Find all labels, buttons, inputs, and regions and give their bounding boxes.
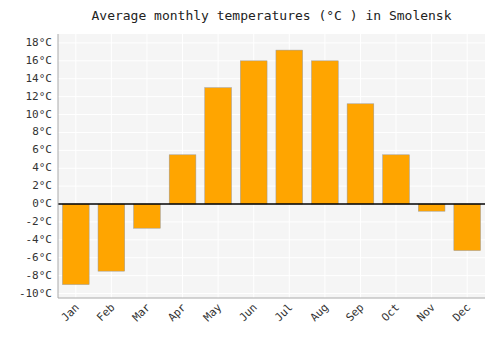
x-tick-label: Jul	[272, 301, 295, 324]
y-tick-label: 16°C	[26, 54, 53, 67]
chart-title: Average monthly temperatures (°C ) in Sm…	[91, 8, 451, 23]
y-grid-line	[58, 96, 485, 97]
zero-line	[58, 203, 485, 205]
axes: -10°C -8°C -6°C -4°C -2°C 0°C 2°C 4°C 6°C 8°C 10°C…	[19, 36, 473, 324]
y-tick-label: 10°C	[26, 108, 53, 121]
y-tick-label: -8°C	[26, 269, 53, 282]
x-tick-label: Jan	[59, 301, 82, 324]
x-tick-label: Feb	[94, 301, 117, 324]
bar	[347, 104, 374, 204]
y-tick-label: -4°C	[26, 233, 53, 246]
y-axis-line	[58, 34, 59, 298]
y-tick-label: 4°C	[32, 161, 52, 174]
y-grid-line	[58, 114, 485, 115]
bars	[62, 50, 480, 284]
y-tick-label: -10°C	[19, 287, 52, 300]
y-tick-label: 2°C	[32, 179, 52, 192]
y-grid-line	[58, 60, 485, 61]
x-tick-label: Aug	[308, 301, 331, 324]
x-axis-line	[58, 298, 485, 299]
x-tick-label: Dec	[450, 301, 473, 324]
y-grid-line	[58, 275, 485, 276]
y-grid-line	[58, 204, 485, 205]
bar	[454, 204, 481, 251]
bar	[418, 204, 445, 211]
grid	[58, 34, 485, 298]
bar	[134, 204, 161, 228]
x-grid-line	[467, 34, 468, 298]
y-tick-label: 6°C	[32, 143, 52, 156]
y-tick-label: 12°C	[26, 90, 53, 103]
bar	[276, 50, 303, 204]
y-grid-line	[58, 150, 485, 151]
x-tick-label: May	[201, 301, 225, 325]
x-tick-label: Nov	[415, 301, 439, 325]
y-grid-line	[58, 168, 485, 169]
bar	[383, 155, 410, 204]
x-tick-label: Jun	[237, 301, 260, 324]
x-tick-label: Mar	[130, 301, 154, 325]
y-tick-label: 8°C	[32, 125, 52, 138]
x-grid-line	[431, 34, 432, 298]
bar	[205, 88, 232, 204]
x-tick-label: Apr	[165, 301, 189, 325]
bar	[98, 204, 125, 271]
y-grid-line	[58, 78, 485, 79]
bar	[169, 155, 196, 204]
chart-svg: -10°C -8°C -6°C -4°C -2°C 0°C 2°C 4°C 6°C 8°C 10°C…	[0, 0, 500, 350]
bar	[240, 61, 267, 204]
y-tick-label: 0°C	[32, 197, 52, 210]
y-grid-line	[58, 42, 485, 43]
y-grid-line	[58, 186, 485, 187]
y-tick-label: -2°C	[26, 215, 53, 228]
x-grid-line	[146, 34, 147, 298]
bar	[312, 61, 339, 204]
chart-container: -10°C -8°C -6°C -4°C -2°C 0°C 2°C 4°C 6°C 8°C 10°C…	[0, 0, 500, 350]
y-grid-line	[58, 132, 485, 133]
x-tick-label: Sep	[343, 301, 366, 324]
y-grid-line	[58, 293, 485, 294]
x-tick-label: Oct	[379, 301, 402, 324]
plot-background	[58, 34, 485, 298]
y-tick-label: 18°C	[26, 36, 53, 49]
bar	[62, 204, 89, 285]
y-tick-label: -6°C	[26, 251, 53, 264]
y-tick-label: 14°C	[26, 72, 53, 85]
